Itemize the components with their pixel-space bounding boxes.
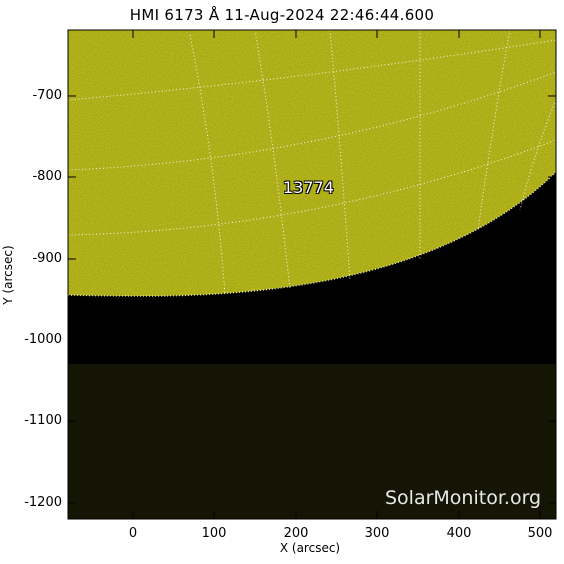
y-tick-label: -700 [32,88,62,103]
y-tick-label: -800 [32,169,62,184]
latitude-line [68,71,556,171]
longitude-line [519,99,556,211]
watermark: SolarMonitor.org [385,487,542,509]
dim-band [68,364,556,519]
active-region-label: 13774 [283,178,334,197]
x-tick-label: 300 [364,526,390,541]
x-tick-label: 200 [283,526,309,541]
heliographic-grid [68,30,556,296]
longitude-line [254,30,291,291]
y-tick-label: -1100 [24,413,62,428]
longitude-line [189,34,226,296]
plot-frame [67,29,557,520]
y-tick-label: -1200 [24,495,62,510]
x-tick-label: 500 [527,526,553,541]
plot-title: HMI 6173 Å 11-Aug-2024 22:46:44.600 [129,6,435,24]
axis-ticks [68,30,556,519]
x-axis-label: X (arcsec) [279,541,341,555]
longitude-line [477,30,511,231]
disk-texture [68,30,556,296]
x-tick-label: 100 [201,526,227,541]
x-tick-label: 0 [128,526,138,541]
longitude-line [329,30,351,281]
x-tick-label: 400 [446,526,472,541]
limb-edge [68,171,556,297]
y-axis-label: Y (arcsec) [1,245,15,305]
y-tick-label: -1000 [24,332,62,347]
y-tick-label: -900 [32,251,62,266]
